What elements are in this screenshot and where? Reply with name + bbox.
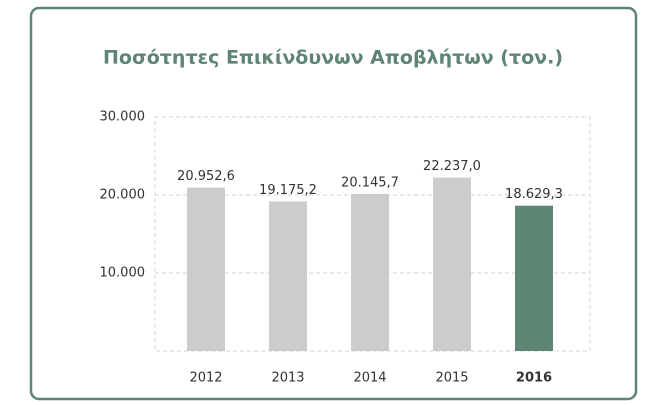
y-tick-label: 30.000 — [100, 110, 146, 125]
bar — [433, 177, 471, 351]
chart-title: Ποσότητες Επικίνδυνων Αποβλήτων (τον.) — [103, 47, 563, 69]
data-label: 20.145,7 — [341, 175, 399, 190]
y-tick-label: 20.000 — [100, 188, 146, 203]
x-tick-label: 2014 — [353, 371, 386, 386]
x-tick-label: 2016 — [516, 371, 552, 386]
data-label: 22.237,0 — [423, 159, 481, 174]
data-label: 20.952,6 — [177, 169, 235, 184]
x-tick-label: 2012 — [189, 371, 222, 386]
card — [29, 6, 638, 401]
bar — [515, 205, 553, 351]
bar — [187, 187, 225, 351]
bar — [269, 201, 307, 351]
data-label: 19.175,2 — [259, 183, 317, 198]
bar — [351, 193, 389, 351]
x-tick-label: 2013 — [271, 371, 304, 386]
x-tick-label: 2015 — [435, 371, 468, 386]
data-label: 18.629,3 — [505, 187, 563, 202]
y-tick-label: 10.000 — [100, 266, 146, 281]
